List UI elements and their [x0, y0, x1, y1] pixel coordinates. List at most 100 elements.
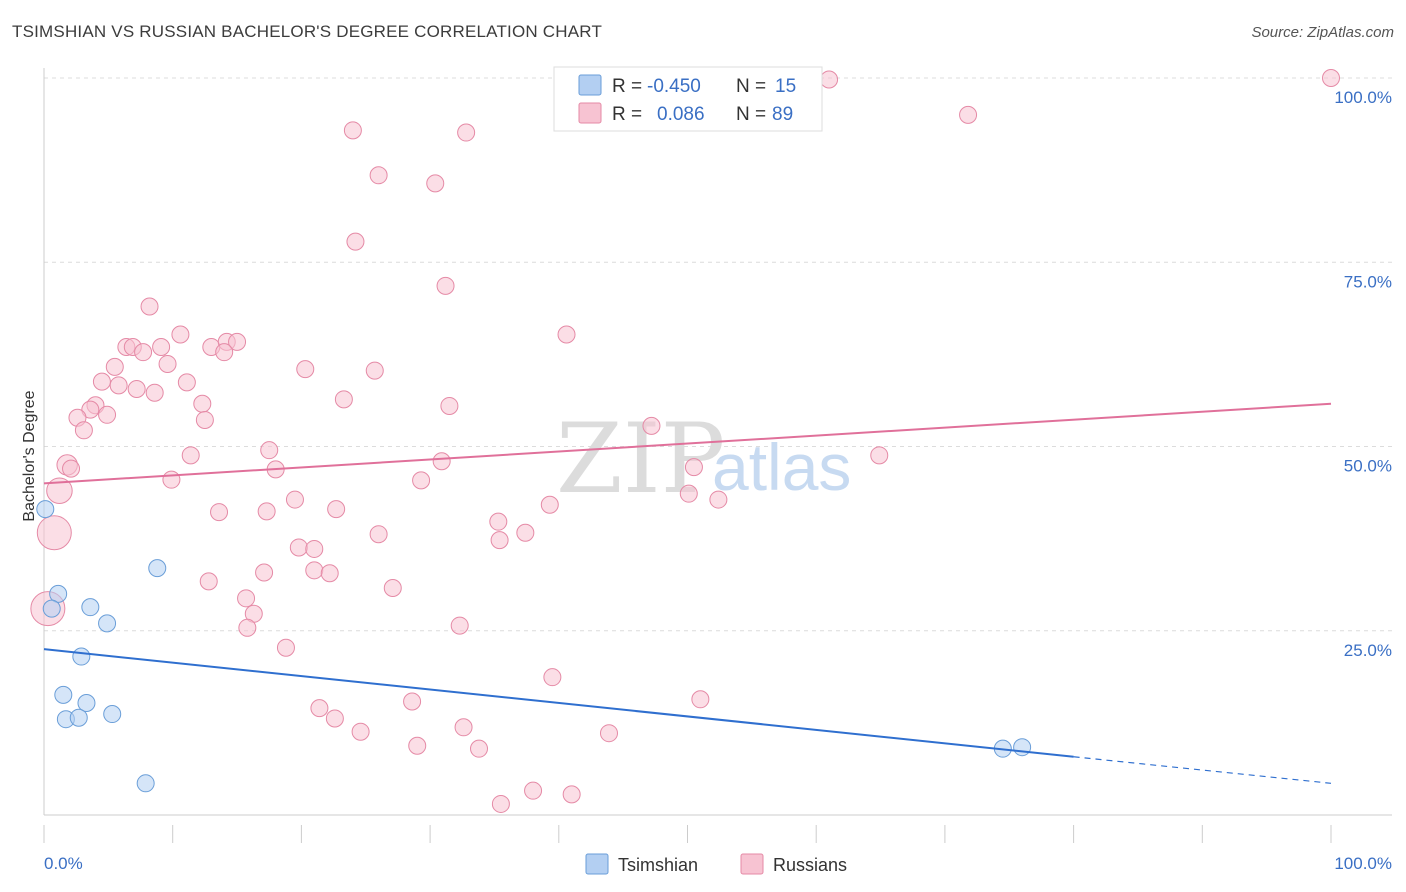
point-russians-82	[454, 718, 473, 737]
point-russians-22	[105, 357, 124, 376]
point-tsimshian-8	[77, 693, 96, 712]
legend: R = -0.450 N = 15 R = 0.086 N = 89	[553, 66, 823, 132]
point-tsimshian-5	[72, 647, 91, 666]
data-points	[30, 69, 1340, 813]
point-russians-42	[181, 446, 200, 465]
point-russians-67	[255, 563, 274, 582]
point-russians-76	[276, 638, 295, 657]
legend-swatch-tsimshian	[578, 74, 602, 96]
point-russians-37	[98, 405, 117, 424]
point-russians-6	[457, 123, 476, 142]
point-russians-71	[237, 589, 256, 608]
point-russians-24	[296, 360, 315, 379]
point-tsimshian-14	[1013, 738, 1032, 757]
trend-line-russians	[43, 402, 1332, 485]
point-russians-66	[305, 561, 324, 580]
point-tsimshian-6	[148, 559, 167, 578]
point-russians-25	[365, 361, 384, 380]
point-russians-34	[81, 400, 100, 419]
point-russians-79	[691, 690, 710, 709]
y-tick-label-100: 100.0%	[1334, 88, 1392, 107]
point-tsimshian-0	[36, 500, 55, 519]
point-russians-38	[195, 410, 214, 429]
x-tick-labels: 0.0% 100.0%	[44, 854, 1392, 873]
point-russians-50	[412, 471, 431, 490]
point-russians-31	[334, 390, 353, 409]
point-russians-28	[109, 376, 128, 395]
legend-r-label-tsimshian: R =	[612, 76, 642, 97]
y-tick-label-50: 50.0%	[1344, 457, 1392, 476]
point-russians-84	[599, 724, 618, 743]
point-russians-89	[491, 794, 510, 813]
bottom-legend-label-tsimshian: Tsimshian	[618, 855, 698, 875]
point-russians-63	[490, 531, 509, 550]
point-russians-70	[383, 579, 402, 598]
legend-r-value-russians: 0.086	[657, 104, 705, 125]
chart-title: TSIMSHIAN VS RUSSIAN BACHELOR'S DEGREE C…	[12, 22, 603, 41]
trend-lines	[43, 402, 1332, 784]
point-russians-78	[403, 692, 422, 711]
point-russians-59	[489, 512, 508, 531]
point-russians-52	[679, 484, 698, 503]
point-russians-87	[524, 781, 543, 800]
point-russians-41	[260, 441, 279, 460]
point-russians-56	[327, 500, 346, 519]
point-russians-57	[210, 503, 229, 522]
point-russians-8	[426, 174, 445, 193]
point-russians-68	[320, 564, 339, 583]
point-tsimshian-3	[81, 598, 100, 617]
bottom-legend: Tsimshian Russians	[585, 853, 847, 875]
trend-line-tsimshian	[43, 648, 1074, 758]
point-russians-46	[62, 459, 81, 478]
point-russians-3	[1322, 69, 1340, 87]
legend-swatch-russians	[578, 102, 602, 124]
y-tick-label-75: 75.0%	[1344, 272, 1392, 291]
point-russians-53	[709, 490, 728, 509]
point-russians-13	[557, 325, 576, 344]
point-russians-69	[199, 572, 218, 591]
point-russians-61	[369, 525, 388, 544]
watermark-zip: ZIP	[556, 403, 725, 515]
bottom-legend-label-russians: Russians	[773, 855, 847, 875]
x-tick-label-max: 100.0%	[1334, 854, 1392, 873]
point-russians-16	[152, 338, 171, 357]
point-russians-55	[540, 495, 559, 514]
point-russians-85	[408, 736, 427, 755]
point-russians-60	[36, 515, 72, 551]
point-russians-40	[642, 416, 661, 435]
point-russians-86	[470, 739, 489, 758]
point-russians-88	[562, 785, 581, 804]
point-russians-83	[351, 722, 370, 741]
point-russians-29	[127, 380, 146, 399]
point-russians-80	[310, 699, 329, 718]
point-tsimshian-11	[103, 705, 122, 724]
point-russians-48	[684, 458, 703, 477]
watermark: ZIP atlas	[556, 403, 851, 515]
point-russians-2	[820, 70, 839, 89]
point-tsimshian-4	[98, 614, 117, 633]
y-axis-title: Bachelor's Degree	[21, 390, 38, 521]
point-russians-58	[257, 502, 276, 521]
point-russians-62	[516, 523, 535, 542]
point-russians-19	[228, 332, 247, 351]
point-russians-75	[450, 616, 469, 635]
point-russians-65	[305, 539, 324, 558]
legend-n-value-tsimshian: 15	[775, 76, 796, 97]
point-russians-20	[134, 343, 153, 362]
point-russians-54	[285, 490, 304, 509]
point-russians-49	[162, 470, 181, 489]
point-russians-26	[92, 372, 111, 391]
y-tick-labels: 25.0% 50.0% 75.0% 100.0%	[1334, 88, 1392, 660]
bottom-legend-swatch-russians	[740, 853, 764, 875]
point-russians-21	[215, 343, 234, 362]
point-russians-35	[440, 396, 459, 415]
point-russians-43	[870, 446, 889, 465]
legend-n-value-russians: 89	[772, 104, 793, 125]
point-russians-64	[289, 538, 308, 557]
point-russians-74	[238, 618, 257, 637]
grid-lines	[44, 77, 1392, 632]
point-russians-10	[436, 276, 455, 295]
point-russians-77	[543, 668, 562, 687]
x-tick-label-min: 0.0%	[44, 854, 83, 873]
